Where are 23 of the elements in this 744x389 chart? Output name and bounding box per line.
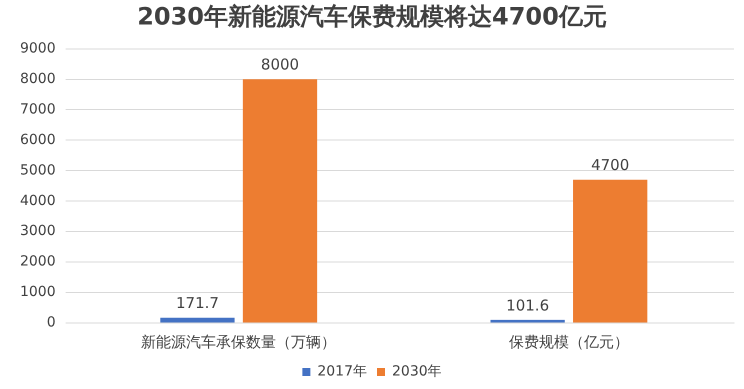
y-tick-label: 2000 [20,254,56,270]
y-tick-label: 3000 [20,223,56,240]
y-tick-label: 6000 [20,132,56,148]
data-label: 4700 [591,156,630,174]
legend-label: 2017年 [317,364,368,380]
y-tick-label: 1000 [20,284,56,300]
bar [573,180,648,322]
y-tick-label: 8000 [20,70,56,87]
data-label: 8000 [260,56,300,74]
y-tick-label: 9000 [20,40,56,56]
y-tick-label: 0 [46,314,56,331]
legend-label: 2030年 [392,364,442,380]
y-tick-label: 7000 [20,101,56,118]
x-tick-label: 新能源汽车承保数量（万辆） [141,332,336,351]
x-tick-label: 保费规模（亿元） [508,332,629,351]
bar [490,320,565,322]
y-tick-label: 5000 [20,162,56,178]
data-label: 101.6 [506,296,550,314]
bar [160,318,235,322]
data-label: 171.7 [176,294,219,312]
chart-title: 2030年新能源汽车保费规模将达4700亿元 [137,2,607,31]
bar [242,79,318,322]
y-tick-label: 4000 [20,192,56,209]
